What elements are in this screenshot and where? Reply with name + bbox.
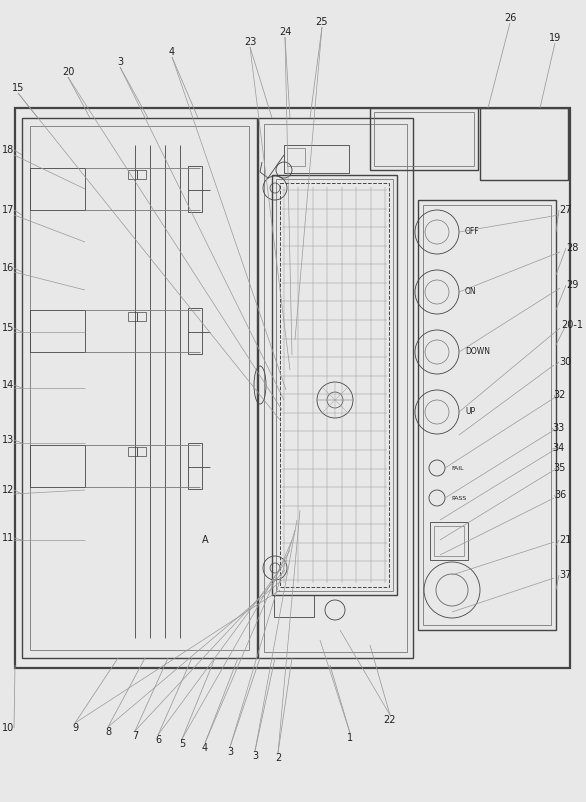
Text: ON: ON [465, 287, 476, 297]
Text: A: A [202, 535, 208, 545]
Bar [418, 200, 556, 630]
Bar [430, 522, 468, 560]
Text: 5: 5 [179, 739, 185, 749]
Text: 10: 10 [2, 723, 14, 733]
Text: UP: UP [465, 407, 475, 416]
Bar [374, 112, 474, 166]
Text: 3: 3 [252, 751, 258, 761]
Bar [480, 108, 568, 180]
Text: 20: 20 [62, 67, 74, 77]
Bar [188, 166, 202, 212]
Text: 34: 34 [552, 443, 564, 453]
Text: 11: 11 [2, 533, 14, 543]
Text: 25: 25 [316, 17, 328, 27]
Text: 12: 12 [2, 485, 14, 495]
Bar [264, 124, 407, 652]
Bar [434, 526, 464, 556]
Bar [128, 447, 137, 456]
Text: 24: 24 [279, 27, 291, 37]
Text: 35: 35 [554, 463, 566, 473]
Text: 17: 17 [2, 205, 14, 215]
Text: 30: 30 [559, 357, 571, 367]
Text: 16: 16 [2, 263, 14, 273]
Text: DOWN: DOWN [465, 347, 490, 357]
Text: 7: 7 [132, 731, 138, 741]
Text: 2: 2 [275, 753, 281, 763]
Bar [137, 170, 146, 179]
Text: 14: 14 [2, 380, 14, 390]
Text: 19: 19 [549, 33, 561, 43]
Text: 9: 9 [72, 723, 78, 733]
Bar [188, 308, 202, 354]
Text: 8: 8 [105, 727, 111, 737]
Text: 20-1: 20-1 [561, 320, 583, 330]
Text: 23: 23 [244, 37, 256, 47]
Text: 28: 28 [566, 243, 578, 253]
Text: 15: 15 [2, 323, 14, 333]
Text: 1: 1 [347, 733, 353, 743]
Text: 15: 15 [12, 83, 24, 93]
Text: 37: 37 [559, 570, 571, 580]
Bar [280, 183, 389, 587]
Text: 26: 26 [504, 13, 516, 23]
Bar [137, 312, 146, 321]
Text: 18: 18 [2, 145, 14, 155]
Bar [30, 310, 85, 352]
Bar [284, 145, 349, 173]
Bar [272, 175, 397, 595]
Text: 27: 27 [558, 205, 571, 215]
Text: 4: 4 [169, 47, 175, 57]
Bar [137, 447, 146, 456]
Text: 32: 32 [554, 390, 566, 400]
Bar [274, 595, 314, 617]
Text: 36: 36 [554, 490, 566, 500]
Bar [423, 205, 551, 625]
Bar [22, 118, 257, 658]
Text: 22: 22 [384, 715, 396, 725]
Bar [258, 118, 413, 658]
Text: 3: 3 [117, 57, 123, 67]
Bar [30, 168, 85, 210]
Bar [30, 445, 85, 487]
Bar [188, 443, 202, 489]
Text: 13: 13 [2, 435, 14, 445]
Text: 21: 21 [559, 535, 571, 545]
Text: 3: 3 [227, 747, 233, 757]
Bar [128, 170, 137, 179]
Text: OFF: OFF [465, 228, 479, 237]
Text: 33: 33 [552, 423, 564, 433]
Text: 29: 29 [566, 280, 578, 290]
Bar [370, 108, 478, 170]
Text: 4: 4 [202, 743, 208, 753]
Bar [30, 126, 249, 650]
Bar [15, 108, 570, 668]
Bar [276, 179, 393, 591]
Bar [287, 148, 305, 166]
Text: 6: 6 [155, 735, 161, 745]
Text: FAIL: FAIL [451, 465, 464, 471]
Bar [128, 312, 137, 321]
Text: PASS: PASS [451, 496, 466, 500]
